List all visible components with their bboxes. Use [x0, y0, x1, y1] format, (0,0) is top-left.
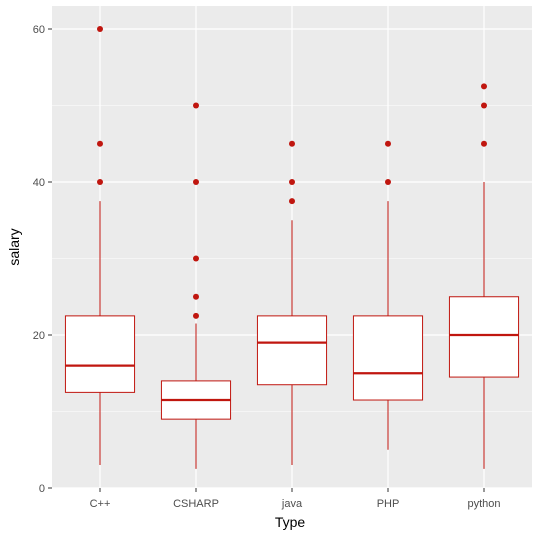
y-tick-label: 20: [33, 330, 45, 342]
y-tick-label: 60: [33, 24, 45, 36]
outlier-point: [289, 140, 295, 147]
box-csharp: [160, 102, 232, 469]
outlier-point: [193, 102, 199, 109]
outlier-point: [481, 140, 487, 147]
x-axis: C++ CSHARP java PHP python: [90, 488, 501, 510]
outlier-point: [193, 255, 199, 262]
x-tick-label: PHP: [377, 498, 400, 510]
box-c-: [64, 26, 136, 466]
outlier-point: [481, 102, 487, 109]
y-axis: 0 20 40 60: [33, 24, 52, 495]
box-series: [64, 26, 520, 469]
box-iqr: [352, 315, 424, 401]
outlier-point: [97, 179, 103, 185]
outlier-point: [481, 83, 487, 90]
outlier-point: [289, 198, 295, 205]
box-python: [448, 83, 520, 469]
x-tick-label: CSHARP: [173, 498, 219, 510]
box-java: [256, 140, 328, 466]
x-tick-label: python: [467, 498, 500, 510]
outlier-point: [385, 140, 391, 147]
outlier-point: [193, 293, 199, 300]
y-axis-title: salary: [6, 228, 22, 265]
outlier-point: [289, 179, 295, 185]
outlier-point: [193, 312, 199, 319]
x-tick-label: C++: [90, 498, 111, 510]
box-php: [352, 140, 424, 450]
x-axis-title: Type: [275, 514, 306, 530]
outlier-point: [385, 179, 391, 185]
box-iqr: [448, 296, 520, 378]
outlier-point: [97, 26, 103, 32]
x-tick-label: java: [281, 498, 303, 510]
outlier-point: [193, 179, 199, 185]
outlier-point: [97, 140, 103, 147]
box-iqr: [64, 315, 136, 393]
box-iqr: [256, 315, 328, 386]
y-tick-label: 40: [33, 177, 45, 189]
y-tick-label: 0: [39, 483, 45, 495]
